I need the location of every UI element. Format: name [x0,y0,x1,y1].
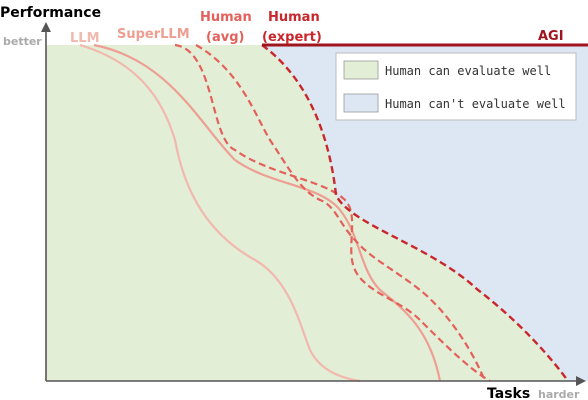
human-expert-label-line1: Human [268,10,320,25]
y-axis-title: Performance [0,5,101,21]
legend-swatch-blue [343,93,379,113]
human-avg-label-line2: (avg) [206,30,244,45]
legend-label-blue: Human can't evaluate well [385,97,566,111]
human-expert-curve [261,44,569,382]
human-avg-curve [174,43,491,382]
legend-swatch-green [343,60,379,80]
green-region [46,45,568,381]
x-axis-title: Tasks [487,386,530,400]
human-avg-outer-curve [195,44,487,382]
llm-label: LLM [70,31,100,46]
x-axis-arrow [576,376,586,386]
llm-curve [79,43,361,383]
agi-label: AGI [538,29,564,44]
human-avg-label-line1: Human [200,10,252,25]
human-expert-label-line2: (expert) [262,30,322,45]
legend-label-green: Human can evaluate well [385,64,551,78]
superllm-label: SuperLLM [117,27,190,42]
y-axis-arrow [41,22,51,32]
x-axis-end-label: harder [538,388,580,400]
y-axis-end-label: better [3,35,42,48]
